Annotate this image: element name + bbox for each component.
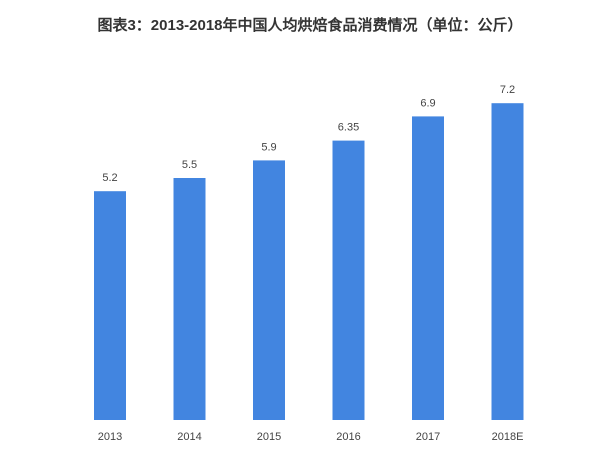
x-tick-label: 2017 xyxy=(416,431,440,443)
bar xyxy=(253,160,285,420)
x-tick-label: 2014 xyxy=(177,431,201,443)
x-tick-label: 2018E xyxy=(492,431,524,443)
data-label: 6.35 xyxy=(338,122,359,134)
data-label: 5.9 xyxy=(261,141,276,153)
bar xyxy=(412,116,444,421)
data-label: 7.2 xyxy=(500,84,515,96)
x-tick-label: 2016 xyxy=(336,431,360,443)
x-tick-label: 2013 xyxy=(98,431,122,443)
bar xyxy=(332,140,365,420)
data-label: 5.5 xyxy=(182,159,197,171)
chart-title: 图表3：2013-2018年中国人均烘焙食品消费情况（单位：公斤） xyxy=(97,17,523,34)
data-label: 6.9 xyxy=(420,97,435,109)
bar xyxy=(491,103,524,420)
x-tick-label: 2015 xyxy=(257,431,281,443)
data-label: 5.2 xyxy=(102,172,117,184)
bar xyxy=(94,191,126,420)
bar xyxy=(173,178,206,420)
